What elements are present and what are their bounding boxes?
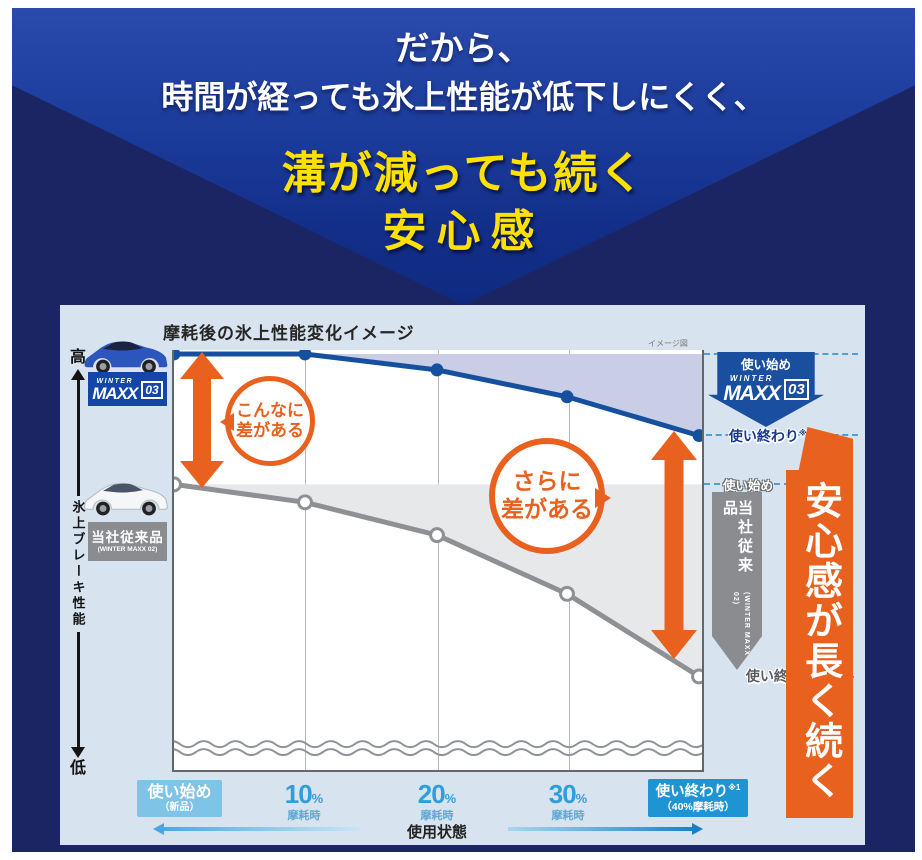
winter-maxx-03-logo: WINTER MAXX 03 [723,374,809,405]
tick-value: 20 [417,779,446,809]
legacy-decline-area [174,484,702,678]
winter-maxx-03-logo: WINTER MAXX 03 [92,378,163,403]
maxx03-lifespan-arrow: 使い始め WINTER MAXX 03 [708,352,824,427]
maxx03-end-label: 使い終わり※1 [695,426,845,446]
legacy-name-vertical: 当社従来品 [721,500,753,576]
gap2-line2: 差がある [501,496,593,522]
tick-unit: % [575,791,588,806]
dashed-guide-legacy-start [704,483,800,485]
x-end-line2: （40%摩耗時） [661,800,735,813]
gap-arrow-end [651,431,697,659]
x-axis-title: 使用状態 [406,824,467,841]
legacy-badge: 当社従来品 (WINTER MAXX 02) [88,522,167,561]
hero-section: だから、 時間が経っても氷上性能が低下しにくく、 溝が減っても続く 安心感 [12,8,915,305]
gap-callout-2: さらに 差がある [489,438,611,554]
x-axis-arrow-left [153,823,360,835]
x-start-line1: 使い始め [147,784,212,802]
y-axis-line [76,380,80,496]
legacy-subname: (WINTER MAXX 02) [97,545,158,553]
maxx03-end-text: 使い終わり [728,428,799,444]
x-tick-end-box: 使い終わり※1 （40%摩耗時） [648,779,748,817]
legacy-name: 当社従来品 [91,529,164,545]
tick-value: 30 [548,779,577,809]
footnote-ref: ※1 [798,428,812,438]
poster-background: だから、 時間が経っても氷上性能が低下しにくく、 溝が減っても続く 安心感 摩耗… [12,8,915,852]
reassurance-banner: 安心感が長く続く [786,427,853,818]
gridline-10pct [305,350,306,770]
reassurance-banner-text: 安心感が長く続く [798,481,841,801]
x-tick-10pct: 10% 摩耗時 [264,780,344,822]
maxx03-data-points [174,350,702,443]
tick-sub: 摩耗時 [420,809,454,822]
gap-arrow-new [180,352,224,488]
y-axis-line [76,631,80,747]
tick-value: 10 [284,779,313,809]
x-axis-arrow-right [508,823,703,835]
legacy-data-points [174,476,702,685]
logo-number: 03 [141,381,163,399]
arrow-up-icon [71,369,85,380]
y-axis-low-label: 低 [69,760,86,777]
x-start-line2: （新品） [159,801,200,813]
hero-line-3: 溝が減っても続く [281,149,646,198]
x-end-line1: 使い終わり [655,784,729,801]
maxx03-start-label: 使い始め [740,358,791,372]
y-axis-high-label: 高 [69,349,86,366]
maxx03-decline-area [174,353,702,437]
chart-title: 摩耗後の氷上性能変化イメージ [163,324,415,343]
dashed-guide-maxx03-end [706,434,858,436]
chart-panel: 摩耗後の氷上性能変化イメージ イメージ図 高 氷上ブレーキ性能 低 WINTER… [60,305,865,845]
tick-sub: 摩耗時 [287,809,321,822]
logo-number: 03 [784,379,809,400]
y-axis-title: 氷上ブレーキ性能 [70,499,86,628]
logo-model: MAXX [92,384,138,403]
gap2-line1: さらに [512,468,582,495]
axis-break-wave-top [174,740,702,749]
legacy-lifespan-arrow: 当社従来品 (WINTER MAXX 02) [712,492,762,670]
hero-line-1: だから、 [395,30,532,68]
legacy-start-label: 使い始め [710,475,786,494]
logo-brand: WINTER [729,374,774,383]
x-tick-30pct: 30% 摩耗時 [528,780,608,822]
x-tick-20pct: 20% 摩耗時 [397,780,477,822]
y-axis: 高 氷上ブレーキ性能 低 [63,350,93,777]
logo-model: MAXX [723,382,781,405]
legacy-car-image [84,482,168,516]
tick-sub: 摩耗時 [551,809,585,822]
gap-callout-1: こんなに 差がある [220,376,315,466]
gap1-line2: 差がある [236,421,304,440]
footnote-ref: ※1 [728,783,741,793]
legacy-subname-vertical: (WINTER MAXX 02) [731,592,750,657]
plot-area: こんなに 差がある さらに 差がある [172,350,704,772]
logo-brand: WINTER [96,378,134,385]
hero-line-4: 安心感 [382,207,545,256]
gap1-line1: こんなに [236,400,304,420]
image-note: イメージ図 [648,339,688,348]
x-tick-start-box: 使い始め （新品） [137,780,222,817]
tick-unit: % [444,791,457,806]
arrow-down-icon [71,747,85,758]
maxx03-badge: WINTER MAXX 03 [88,372,167,406]
maxx03-car-image [84,341,168,374]
hero-line-2: 時間が経っても氷上性能が低下しにくく、 [161,79,766,115]
legacy-lifespan-label: 当社従来品 (WINTER MAXX 02) [721,492,753,670]
tick-unit: % [311,791,324,806]
legacy-start-text: 使い始め [722,479,773,493]
axis-break-wave-bottom [174,748,702,757]
gridline-20pct [438,350,439,770]
